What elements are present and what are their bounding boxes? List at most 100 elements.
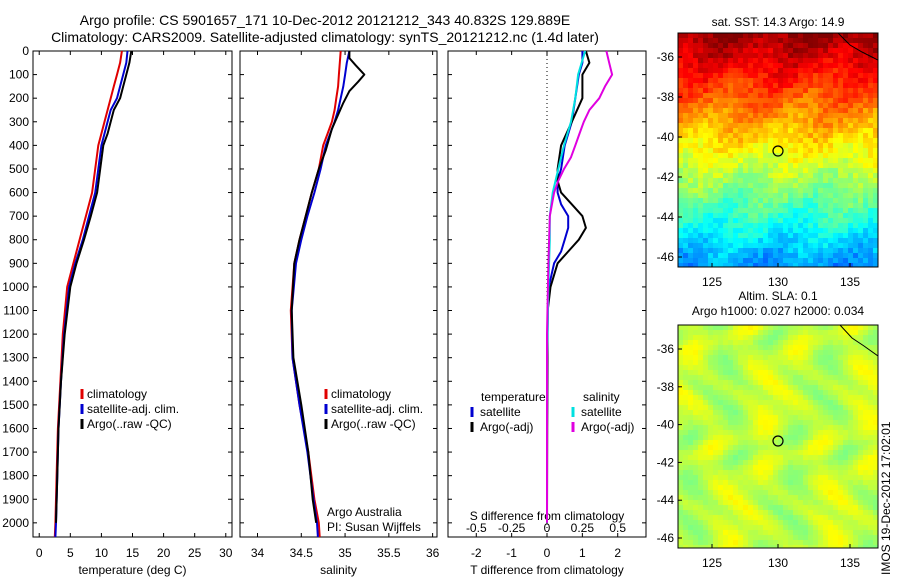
sst-cell	[833, 63, 838, 68]
sst-cell	[838, 93, 843, 98]
sla-cell	[788, 500, 793, 505]
sla-cell	[873, 405, 878, 410]
sla-cell	[788, 505, 793, 510]
sla-cell	[728, 395, 733, 400]
sst-cell	[743, 138, 748, 143]
sst-cell	[873, 83, 878, 88]
sla-cell	[713, 420, 718, 425]
y-tick-label: 400	[9, 138, 29, 152]
sla-cell	[828, 330, 833, 335]
sst-cell	[768, 123, 773, 128]
sla-cell	[793, 515, 798, 520]
sst-cell	[728, 218, 733, 223]
salinity-panel: 34 34.5 35 35.5 36salinityclimatologysatelli…	[239, 50, 440, 577]
sla-cell	[688, 425, 693, 430]
sst-cell	[868, 193, 873, 198]
sst-cell	[858, 133, 863, 138]
sst-cell	[858, 83, 863, 88]
sst-cell	[818, 58, 823, 63]
sla-cell	[843, 490, 848, 495]
sst-cell	[758, 128, 763, 133]
sst-cell	[848, 128, 853, 133]
sla-cell	[753, 340, 758, 345]
sst-cell	[868, 113, 873, 118]
sla-cell	[753, 470, 758, 475]
sst-cell	[698, 188, 703, 193]
sst-cell	[818, 183, 823, 188]
sla-cell	[718, 540, 723, 545]
sla-cell	[843, 395, 848, 400]
sst-cell	[678, 258, 683, 263]
sla-cell	[678, 465, 683, 470]
sla-cell	[818, 470, 823, 475]
sst-cell	[858, 73, 863, 78]
sst-cell	[718, 233, 723, 238]
sla-cell	[813, 515, 818, 520]
sla-cell	[678, 345, 683, 350]
sst-cell	[718, 168, 723, 173]
sst-cell	[803, 83, 808, 88]
sla-cell	[778, 490, 783, 495]
sst-cell	[848, 108, 853, 113]
sla-cell	[858, 450, 863, 455]
sla-cell	[708, 390, 713, 395]
sla-cell	[783, 490, 788, 495]
sst-cell	[753, 208, 758, 213]
sst-cell	[708, 93, 713, 98]
sst-cell	[753, 33, 758, 38]
sla-cell	[783, 505, 788, 510]
sst-cell	[803, 88, 808, 93]
sst-cell	[858, 118, 863, 123]
sla-cell	[843, 385, 848, 390]
sla-cell	[813, 510, 818, 515]
sst-cell	[818, 113, 823, 118]
sla-cell	[723, 480, 728, 485]
sla-cell	[683, 410, 688, 415]
sst-cell	[838, 83, 843, 88]
sla-cell	[833, 385, 838, 390]
sst-cell	[803, 263, 808, 267]
sla-cell	[693, 515, 698, 520]
sla-cell	[873, 445, 878, 450]
sst-cell	[703, 113, 708, 118]
sst-cell	[698, 233, 703, 238]
sla-cell	[768, 350, 773, 355]
sst-cell	[838, 218, 843, 223]
sst-cell	[868, 213, 873, 218]
sst-cell	[843, 108, 848, 113]
sla-cell	[818, 340, 823, 345]
sst-cell	[798, 93, 803, 98]
sst-cell	[868, 108, 873, 113]
sst-cell	[733, 183, 738, 188]
sla-cell	[858, 370, 863, 375]
sla-cell	[813, 340, 818, 345]
sst-cell	[823, 133, 828, 138]
sst-cell	[823, 123, 828, 128]
sla-cell	[873, 340, 878, 345]
sla-cell	[838, 425, 843, 430]
sst-cell	[773, 193, 778, 198]
sla-cell	[858, 345, 863, 350]
sla-cell	[848, 350, 853, 355]
sst-cell	[688, 263, 693, 267]
sst-cell	[858, 123, 863, 128]
sst-cell	[733, 33, 738, 38]
sst-cell	[703, 143, 708, 148]
sla-cell	[683, 540, 688, 545]
sla-cell	[868, 485, 873, 490]
sla-cell	[833, 425, 838, 430]
sla-cell	[678, 415, 683, 420]
sla-cell	[743, 535, 748, 540]
sla-cell	[733, 335, 738, 340]
sla-cell	[773, 345, 778, 350]
sla-cell	[748, 480, 753, 485]
sst-cell	[738, 153, 743, 158]
sla-cell	[783, 370, 788, 375]
sla-cell	[763, 360, 768, 365]
sst-cell	[708, 103, 713, 108]
sst-cell	[868, 228, 873, 233]
sla-cell	[858, 530, 863, 535]
sla-cell	[688, 360, 693, 365]
sst-cell	[863, 158, 868, 163]
sla-cell	[728, 515, 733, 520]
